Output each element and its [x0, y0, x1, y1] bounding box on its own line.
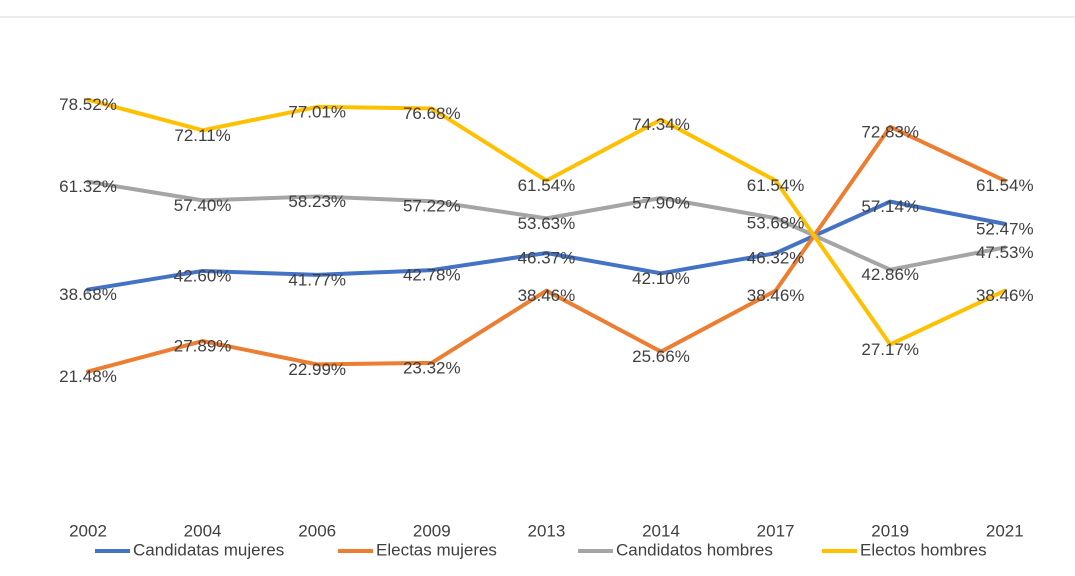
data-label: 38.46% — [518, 286, 576, 305]
data-label: 72.11% — [174, 126, 230, 145]
data-label: 42.78% — [403, 266, 461, 285]
data-label: 78.52% — [59, 95, 117, 114]
data-label: 61.54% — [976, 176, 1034, 195]
x-tick-label: 2002 — [69, 521, 107, 540]
series-line — [86, 199, 1007, 292]
data-label: 21.48% — [59, 367, 117, 386]
data-label: 38.68% — [59, 285, 117, 304]
data-label: 72.83% — [861, 122, 919, 141]
series-line — [86, 179, 1007, 272]
data-label: 38.46% — [747, 286, 805, 305]
data-label: 46.37% — [518, 248, 576, 267]
data-label: 57.90% — [632, 193, 690, 212]
data-label: 41.77% — [288, 270, 346, 289]
data-label: 53.63% — [518, 214, 576, 233]
data-label: 53.68% — [747, 214, 805, 233]
x-tick-label: 2013 — [527, 521, 565, 540]
legend-label: Candidatos hombres — [616, 540, 773, 559]
legend-label: Electas mujeres — [376, 540, 497, 559]
data-label: 22.99% — [288, 360, 346, 379]
data-label: 23.32% — [403, 358, 461, 377]
x-tick-label: 2021 — [986, 521, 1024, 540]
data-label: 46.32% — [747, 249, 805, 268]
x-tick-label: 2017 — [757, 521, 795, 540]
data-label: 27.89% — [174, 337, 232, 356]
x-tick-label: 2009 — [413, 521, 451, 540]
data-label: 57.14% — [861, 197, 919, 216]
legend-label: Candidatas mujeres — [133, 540, 284, 559]
data-label: 52.47% — [976, 219, 1034, 238]
data-label: 76.68% — [403, 104, 461, 123]
data-label: 74.34% — [632, 115, 690, 134]
data-label: 47.53% — [976, 243, 1034, 262]
data-label: 27.17% — [861, 340, 919, 359]
data-label: 61.32% — [59, 177, 117, 196]
data-label: 61.54% — [518, 176, 576, 195]
x-tick-label: 2004 — [184, 521, 222, 540]
series-line — [86, 97, 1007, 347]
data-label: 57.22% — [403, 197, 461, 216]
data-label: 42.60% — [174, 266, 232, 285]
legend-label: Electos hombres — [860, 540, 987, 559]
data-label: 61.54% — [747, 176, 805, 195]
x-tick-label: 2019 — [871, 521, 909, 540]
data-label: 57.40% — [174, 196, 232, 215]
data-label: 25.66% — [632, 347, 690, 366]
x-tick-label: 2006 — [298, 521, 336, 540]
data-label: 77.01% — [288, 102, 346, 121]
data-label: 58.23% — [288, 192, 346, 211]
data-label: 38.46% — [976, 286, 1034, 305]
x-tick-label: 2014 — [642, 521, 680, 540]
data-label: 42.86% — [861, 265, 919, 284]
data-label: 42.10% — [632, 269, 690, 288]
series-line — [86, 124, 1007, 374]
